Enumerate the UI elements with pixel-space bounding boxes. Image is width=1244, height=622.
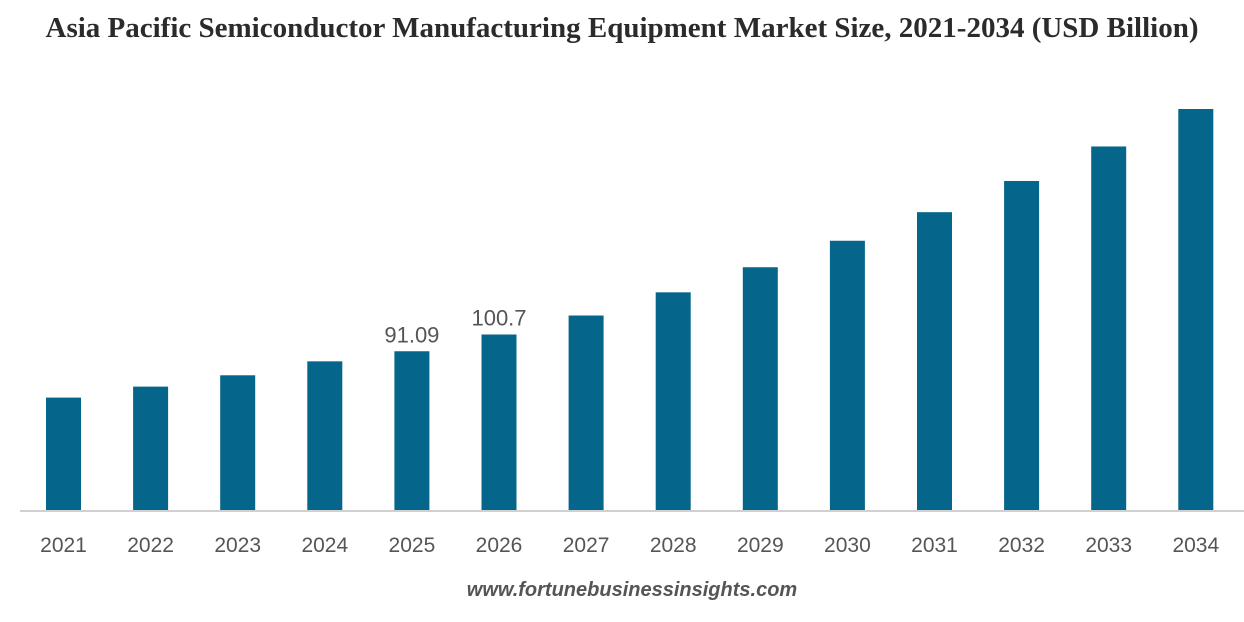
x-tick-label-2032: 2032	[998, 534, 1045, 557]
bar-2031	[917, 212, 952, 510]
chart-title: Asia Pacific Semiconductor Manufacturing…	[45, 12, 1199, 44]
x-tick-label-2030: 2030	[824, 534, 871, 557]
bar-2033	[1091, 146, 1127, 510]
data-label-2025: 91.09	[384, 322, 439, 347]
x-tick-label-2029: 2029	[737, 534, 784, 557]
x-tick-label-2024: 2024	[301, 534, 348, 557]
bar-2028	[655, 292, 691, 510]
bar-2030	[829, 240, 865, 510]
x-tick-label-2027: 2027	[563, 534, 610, 557]
x-tick-label-2023: 2023	[214, 534, 261, 557]
bar-2022	[133, 386, 169, 510]
bar-2029	[742, 267, 778, 510]
bar-2025	[394, 351, 430, 510]
x-tick-label-2026: 2026	[476, 534, 523, 557]
bar-2032	[1004, 180, 1040, 510]
x-tick-label-2028: 2028	[650, 534, 697, 557]
x-tick-label-2025: 2025	[389, 534, 436, 557]
x-tick-label-2031: 2031	[911, 534, 958, 557]
bars-group	[46, 109, 1214, 510]
data-label-2026: 100.7	[471, 306, 526, 331]
x-tick-label-2034: 2034	[1172, 534, 1219, 557]
bar-2023	[220, 375, 256, 510]
bar-2026	[481, 334, 517, 510]
x-tick-label-2021: 2021	[40, 534, 87, 557]
x-tick-label-2022: 2022	[127, 534, 174, 557]
bar-2027	[568, 315, 604, 510]
bar-2034	[1178, 109, 1214, 510]
x-tick-labels: 2021 2022 2023 2024 2025 2026 2027 2028 2029 2030…	[40, 534, 1219, 557]
bar-2024	[307, 361, 343, 510]
source-url: www.fortunebusinessinsights.com	[466, 579, 798, 601]
data-labels: 91.09 100.7	[384, 306, 526, 348]
x-tick-label-2033: 2033	[1085, 534, 1132, 557]
bar-2021	[46, 397, 81, 510]
